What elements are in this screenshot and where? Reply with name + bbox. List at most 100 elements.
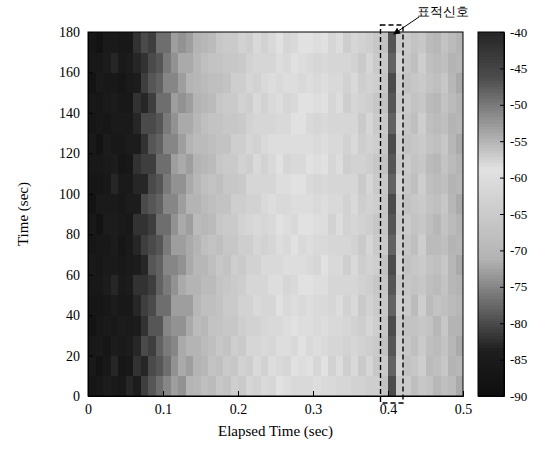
heatmap-cell: [351, 295, 359, 316]
heatmap-cell: [118, 335, 126, 356]
heatmap-cell: [388, 356, 396, 377]
heatmap-cell: [418, 52, 426, 73]
heatmap-cell: [306, 214, 314, 235]
colorbar-step: [478, 253, 504, 257]
heatmap-cell: [298, 174, 306, 195]
colorbar-step: [478, 284, 504, 288]
heatmap-cell: [253, 315, 261, 336]
heatmap-cell: [411, 174, 419, 195]
colorbar-step: [478, 68, 504, 72]
heatmap-cell: [336, 194, 344, 215]
heatmap-cell: [186, 174, 194, 195]
heatmap-cell: [441, 275, 449, 296]
heatmap-cell: [246, 52, 254, 73]
heatmap-cell: [141, 113, 149, 134]
heatmap-cell: [96, 32, 104, 53]
heatmap-cell: [96, 254, 104, 275]
heatmap-cell: [238, 133, 246, 154]
heatmap-cell: [381, 32, 389, 53]
heatmap-cell: [283, 32, 291, 53]
heatmap-cell: [291, 72, 299, 93]
heatmap-cell: [163, 153, 171, 174]
heatmap-cell: [178, 335, 186, 356]
heatmap-cell: [178, 315, 186, 336]
heatmap-cell: [388, 275, 396, 296]
heatmap-cell: [246, 32, 254, 53]
heatmap-cell: [426, 153, 434, 174]
x-axis-title: Elapsed Time (sec): [218, 423, 333, 440]
heatmap-cell: [373, 275, 381, 296]
heatmap-cell: [223, 275, 231, 296]
heatmap-cell: [456, 315, 464, 336]
heatmap-cell: [298, 335, 306, 356]
colorbar-step: [478, 114, 504, 118]
colorbar-step: [478, 102, 504, 106]
heatmap-cell: [411, 32, 419, 53]
heatmap-cell: [133, 356, 141, 377]
colorbar-tick-mark: [500, 287, 504, 288]
heatmap-cell: [441, 153, 449, 174]
heatmap-cell: [231, 153, 239, 174]
heatmap-cell: [396, 356, 404, 377]
heatmap-cell: [373, 214, 381, 235]
colorbar-step: [478, 196, 504, 200]
colorbar-step: [478, 220, 504, 224]
heatmap-cell: [193, 335, 201, 356]
colorbar-step: [478, 193, 504, 197]
heatmap-cell: [313, 295, 321, 316]
heatmap-cell: [231, 133, 239, 154]
heatmap-cell: [148, 315, 156, 336]
heatmap-cell: [381, 133, 389, 154]
heatmap-cell: [336, 315, 344, 336]
heatmap-cell: [216, 275, 224, 296]
heatmap-cell: [403, 295, 411, 316]
heatmap-cell: [298, 52, 306, 73]
heatmap-cell: [208, 376, 216, 396]
heatmap-cell: [193, 113, 201, 134]
heatmap-cell: [381, 275, 389, 296]
heatmap-cell: [358, 254, 366, 275]
heatmap-cell: [231, 234, 239, 255]
colorbar-step: [478, 314, 504, 318]
heatmap-cell: [433, 174, 441, 195]
colorbar-tick-mark: [500, 323, 504, 324]
heatmap-cell: [456, 52, 464, 73]
heatmap-cell: [163, 52, 171, 73]
y-tick: 100: [59, 187, 93, 202]
colorbar-step: [478, 241, 504, 245]
heatmap-cell: [148, 335, 156, 356]
heatmap-cell: [426, 113, 434, 134]
heatmap-cell: [351, 335, 359, 356]
heatmap-cell: [118, 254, 126, 275]
heatmap-cell: [366, 93, 374, 114]
heatmap-cell: [403, 32, 411, 53]
heatmap-cell: [313, 275, 321, 296]
heatmap-cell: [373, 254, 381, 275]
heatmap-cell: [426, 315, 434, 336]
heatmap-cell: [193, 376, 201, 396]
heatmap-cell: [313, 32, 321, 53]
heatmap-cell: [208, 32, 216, 53]
heatmap-cell: [96, 174, 104, 195]
heatmap-cell: [358, 315, 366, 336]
heatmap-cell: [118, 52, 126, 73]
colorbar-tick: -50: [500, 97, 527, 112]
heatmap-cell: [291, 113, 299, 134]
heatmap-cell: [216, 194, 224, 215]
heatmap-cell: [411, 93, 419, 114]
heatmap-cell: [283, 174, 291, 195]
heatmap-cell: [238, 335, 246, 356]
heatmap-cell: [328, 214, 336, 235]
colorbar-step: [478, 293, 504, 297]
colorbar-step: [478, 93, 504, 97]
heatmap-cell: [193, 72, 201, 93]
heatmap-cell: [291, 376, 299, 396]
heatmap-cell: [253, 32, 261, 53]
heatmap-cell: [193, 133, 201, 154]
heatmap-cell: [246, 93, 254, 114]
heatmap-cell: [298, 275, 306, 296]
colorbar-step: [478, 129, 504, 133]
heatmap-cell: [126, 93, 134, 114]
heatmap-cell: [396, 153, 404, 174]
colorbar-step: [478, 205, 504, 209]
